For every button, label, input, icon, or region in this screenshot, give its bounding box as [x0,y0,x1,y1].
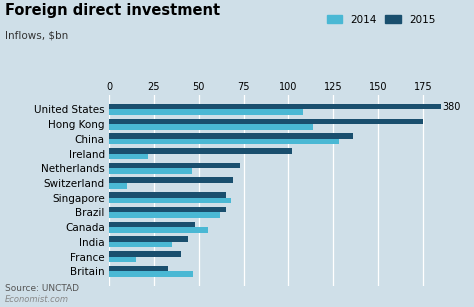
Bar [109,227,208,233]
Bar [109,168,191,174]
Bar [109,154,148,159]
Bar [109,251,181,257]
Text: Foreign direct investment: Foreign direct investment [5,3,220,18]
Bar [109,198,231,203]
Bar [109,104,441,109]
Bar [109,119,423,124]
Bar [109,212,220,218]
Bar [109,109,303,115]
Bar [109,183,127,188]
Bar [109,148,292,154]
Legend: 2014, 2015: 2014, 2015 [327,15,436,25]
Bar [109,242,172,247]
Bar [109,222,195,227]
Bar [109,192,226,198]
Text: Economist.com: Economist.com [5,295,69,304]
Bar [109,139,338,144]
Bar [109,236,188,242]
Bar [109,271,193,277]
Bar [109,163,240,168]
Bar [109,177,233,183]
Bar [109,266,168,271]
Text: Source: UNCTAD: Source: UNCTAD [5,284,79,293]
Bar [109,257,136,262]
Bar [109,124,313,130]
Bar [109,207,226,212]
Text: Inflows, $bn: Inflows, $bn [5,31,68,41]
Text: 380: 380 [443,102,461,112]
Bar [109,133,353,139]
